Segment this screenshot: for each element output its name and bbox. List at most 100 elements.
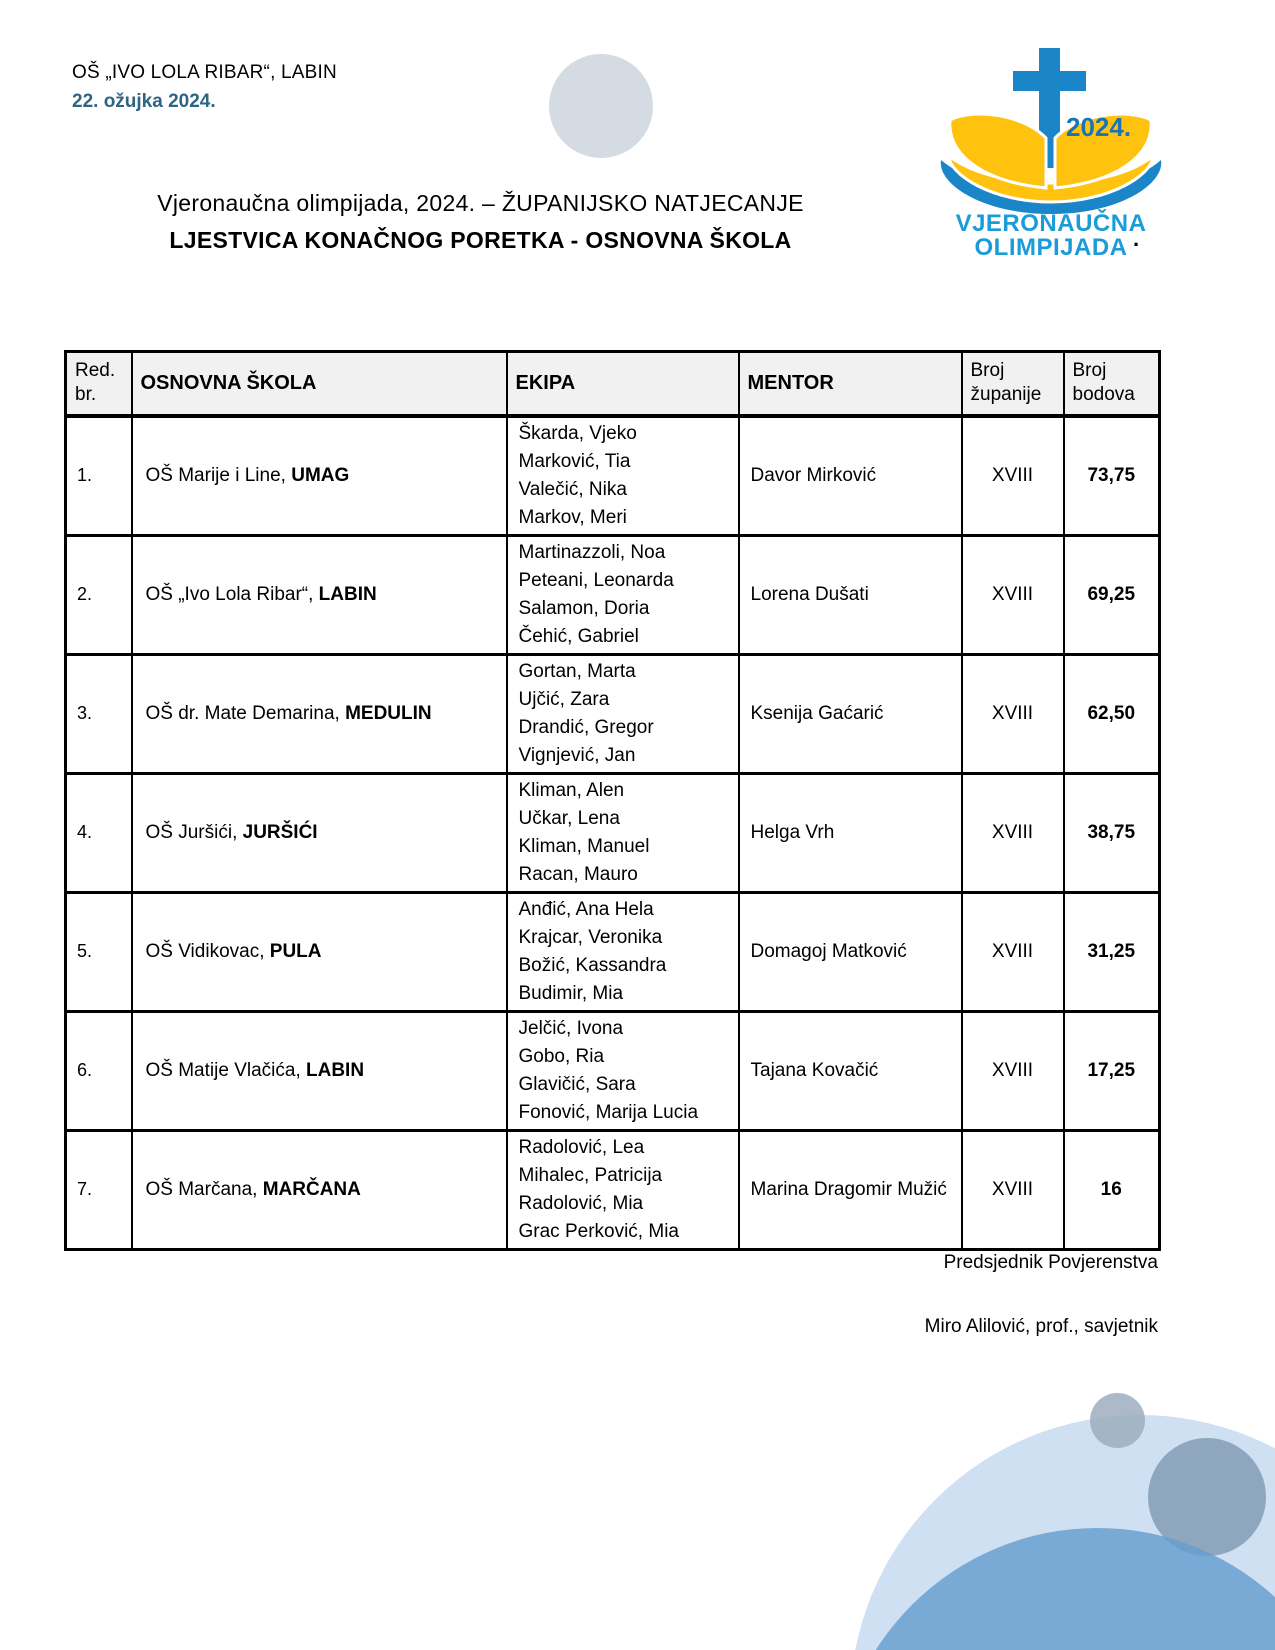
school-name: OŠ Marije i Line, bbox=[145, 464, 292, 486]
decorative-circle-top bbox=[549, 54, 653, 158]
county-cell: XVIII bbox=[960, 772, 1065, 894]
team-member: Markov, Meri bbox=[518, 506, 627, 528]
book-right-page bbox=[1053, 112, 1153, 190]
county-cell: XVIII bbox=[960, 653, 1065, 775]
team-cell: Anđić, Ana Hela Krajcar, Veronika Božić,… bbox=[505, 891, 740, 1013]
team-cell: Škarda, Vjeko Marković, Tia Valečić, Nik… bbox=[505, 414, 740, 537]
table-row: 5. OŠ Vidikovac, PULA Anđić, Ana Hela Kr… bbox=[64, 891, 1161, 1013]
rank-cell: 5. bbox=[64, 891, 133, 1013]
header-county: Broj županije bbox=[960, 350, 1065, 418]
team-member: Anđić, Ana Hela bbox=[518, 898, 654, 920]
team-member: Racan, Mauro bbox=[518, 863, 638, 885]
team-member: Krajcar, Veronika bbox=[518, 926, 663, 948]
logo-title-line2: OLIMPIJADA bbox=[974, 234, 1127, 260]
mentor-cell: Davor Mirković bbox=[737, 414, 963, 537]
county-cell: XVIII bbox=[960, 414, 1065, 537]
school-name: OŠ „Ivo Lola Ribar“, bbox=[145, 583, 319, 605]
school-city: MARČANA bbox=[262, 1178, 361, 1200]
mentor-cell: Helga Vrh bbox=[737, 772, 963, 894]
letterhead-date: 22. ožujka 2024. bbox=[72, 91, 216, 112]
table-row: 6. OŠ Matije Vlačića, LABIN Jelčić, Ivon… bbox=[64, 1010, 1161, 1132]
county-cell: XVIII bbox=[960, 534, 1065, 656]
team-member: Martinazzoli, Noa bbox=[518, 541, 666, 563]
letterhead-school-name: OŠ „IVO LOLA RIBAR“, LABIN bbox=[72, 62, 337, 83]
rank-cell: 3. bbox=[64, 653, 133, 775]
school-name: OŠ Matije Vlačića, bbox=[145, 1059, 306, 1081]
team-cell: Kliman, Alen Učkar, Lena Kliman, Manuel … bbox=[505, 772, 740, 894]
team-member: Ujčić, Zara bbox=[518, 688, 610, 710]
header-school: OSNOVNA ŠKOLA bbox=[130, 350, 508, 418]
rank-cell: 6. bbox=[64, 1010, 133, 1132]
signature-role: Predsjednik Povjerenstva bbox=[943, 1252, 1158, 1273]
document-title-block: Vjeronaučna olimpijada, 2024. – ŽUPANIJS… bbox=[63, 190, 898, 254]
team-cell: Radolović, Lea Mihalec, Patricija Radolo… bbox=[505, 1129, 740, 1251]
signature-name: Miro Alilović, prof., savjetnik bbox=[924, 1316, 1158, 1337]
team-member: Marković, Tia bbox=[518, 450, 631, 472]
school-cell: OŠ Matije Vlačića, LABIN bbox=[130, 1010, 508, 1132]
team-member: Kliman, Alen bbox=[518, 779, 625, 801]
team-member: Fonović, Marija Lucia bbox=[518, 1101, 699, 1123]
table-row: 2. OŠ „Ivo Lola Ribar“, LABIN Martinazzo… bbox=[64, 534, 1161, 656]
team-cell: Jelčić, Ivona Gobo, Ria Glavičić, Sara F… bbox=[505, 1010, 740, 1132]
team-member: Škarda, Vjeko bbox=[518, 422, 637, 444]
olympiad-logo: 2024. VJERONAUČNA OLIMPIJADA bbox=[933, 42, 1171, 260]
mentor-cell: Marina Dragomir Mužić bbox=[737, 1129, 963, 1251]
points-cell: 62,50 bbox=[1062, 653, 1161, 775]
title-line2: LJESTVICA KONAČNOG PORETKA - OSNOVNA ŠKO… bbox=[169, 227, 792, 253]
rank-cell: 1. bbox=[64, 414, 133, 537]
olympiad-logo-graphic: 2024. VJERONAUČNA OLIMPIJADA bbox=[940, 48, 1162, 260]
team-member: Peteani, Leonarda bbox=[518, 569, 674, 591]
team-member: Grac Perković, Mia bbox=[518, 1220, 679, 1242]
school-cell: OŠ Vidikovac, PULA bbox=[130, 891, 508, 1013]
team-member: Radolović, Mia bbox=[518, 1192, 644, 1214]
county-cell: XVIII bbox=[960, 891, 1065, 1013]
team-member: Salamon, Doria bbox=[518, 597, 650, 619]
points-cell: 17,25 bbox=[1062, 1010, 1161, 1132]
table-row: 7. OŠ Marčana, MARČANA Radolović, Lea Mi… bbox=[64, 1129, 1161, 1251]
header-rank: Red. br. bbox=[64, 350, 133, 418]
school-cell: OŠ Marije i Line, UMAG bbox=[130, 414, 508, 537]
team-member: Učkar, Lena bbox=[518, 807, 620, 829]
school-name: OŠ Marčana, bbox=[145, 1178, 263, 1200]
title-line1: Vjeronaučna olimpijada, 2024. – ŽUPANIJS… bbox=[157, 190, 804, 216]
points-cell: 38,75 bbox=[1062, 772, 1161, 894]
team-member: Budimir, Mia bbox=[518, 982, 624, 1004]
team-member: Radolović, Lea bbox=[518, 1136, 645, 1158]
header-points: Broj bodova bbox=[1062, 350, 1161, 418]
team-member: Kliman, Manuel bbox=[518, 835, 650, 857]
school-cell: OŠ „Ivo Lola Ribar“, LABIN bbox=[130, 534, 508, 656]
logo-title-line1: VJERONAUČNA bbox=[956, 209, 1147, 237]
letterhead: OŠ „IVO LOLA RIBAR“, LABIN 22. ožujka 20… bbox=[72, 62, 337, 113]
school-name: OŠ dr. Mate Demarina, bbox=[145, 702, 346, 724]
table-row: 1. OŠ Marije i Line, UMAG Škarda, Vjeko … bbox=[64, 414, 1161, 537]
table-row: 4. OŠ Juršići, JURŠIĆI Kliman, Alen Učka… bbox=[64, 772, 1161, 894]
mentor-cell: Ksenija Gaćarić bbox=[737, 653, 963, 775]
mentor-cell: Lorena Dušati bbox=[737, 534, 963, 656]
team-member: Čehić, Gabriel bbox=[518, 625, 639, 647]
team-member: Gobo, Ria bbox=[518, 1045, 605, 1067]
team-cell: Gortan, Marta Ujčić, Zara Drandić, Grego… bbox=[505, 653, 740, 775]
header-mentor: MENTOR bbox=[737, 350, 963, 418]
points-cell: 69,25 bbox=[1062, 534, 1161, 656]
school-city: MEDULIN bbox=[345, 702, 432, 724]
team-member: Valečić, Nika bbox=[518, 478, 627, 500]
mentor-cell: Tajana Kovačić bbox=[737, 1010, 963, 1132]
team-member: Božić, Kassandra bbox=[518, 954, 667, 976]
school-cell: OŠ Juršići, JURŠIĆI bbox=[130, 772, 508, 894]
book-left-page bbox=[948, 112, 1048, 190]
team-member: Jelčić, Ivona bbox=[518, 1017, 624, 1039]
county-cell: XVIII bbox=[960, 1129, 1065, 1251]
county-cell: XVIII bbox=[960, 1010, 1065, 1132]
school-name: OŠ Juršići, bbox=[145, 821, 243, 843]
school-name: OŠ Vidikovac, bbox=[145, 940, 270, 962]
school-city: PULA bbox=[269, 940, 322, 962]
school-city: LABIN bbox=[318, 583, 377, 605]
rank-cell: 4. bbox=[64, 772, 133, 894]
school-city: UMAG bbox=[291, 464, 350, 486]
logo-year: 2024. bbox=[1066, 112, 1131, 142]
team-member: Drandić, Gregor bbox=[518, 716, 654, 738]
decorative-blob-gray bbox=[1148, 1438, 1266, 1556]
school-cell: OŠ Marčana, MARČANA bbox=[130, 1129, 508, 1251]
table-row: 3. OŠ dr. Mate Demarina, MEDULIN Gortan,… bbox=[64, 653, 1161, 775]
